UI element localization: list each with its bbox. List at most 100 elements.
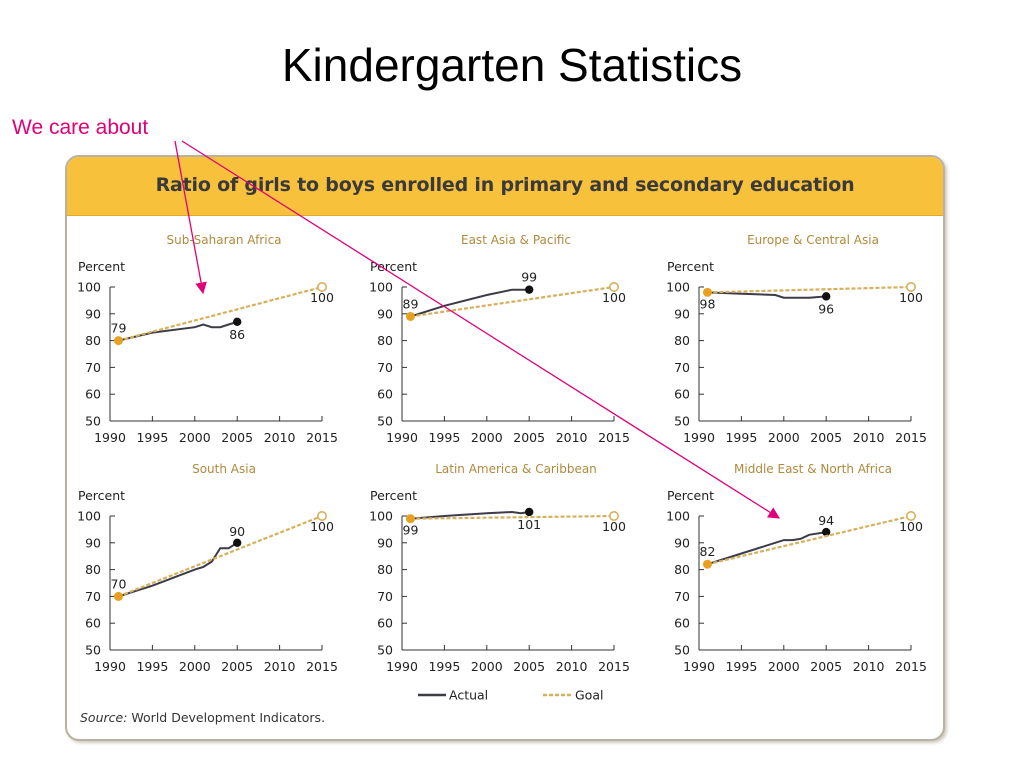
chart-4: South Asia Percent 50 60 70 80 90 100 1990 1995 20… <box>77 462 338 674</box>
chart-title: Sub-Saharan Africa <box>166 233 281 247</box>
panel-header: Ratio of girls to boys enrolled in prima… <box>67 157 943 216</box>
chart-2: East Asia & Pacific Percent 50 60 70 80 90 100 1… <box>369 233 630 445</box>
x-tick-label: 2015 <box>598 430 630 445</box>
y-tick-label: 90 <box>674 306 690 321</box>
legend-actual-label: Actual <box>449 688 488 703</box>
actual-end-marker <box>822 292 831 301</box>
x-tick-label: 1990 <box>386 430 418 445</box>
actual-line <box>118 541 238 598</box>
data-label: 100 <box>899 290 923 305</box>
y-axis-label: Percent <box>78 488 125 503</box>
x-tick-label: 2000 <box>179 430 211 445</box>
x-tick-label: 1995 <box>136 659 168 674</box>
x-tick-label: 1995 <box>725 659 757 674</box>
panel-title: Ratio of girls to boys enrolled in prima… <box>155 174 855 196</box>
y-tick-label: 100 <box>369 509 393 524</box>
slide-title: Kindergarten Statistics <box>281 39 743 91</box>
x-tick-label: 1990 <box>683 659 715 674</box>
x-tick-label: 2005 <box>221 430 253 445</box>
y-tick-label: 90 <box>85 535 101 550</box>
goal-line <box>118 514 323 598</box>
y-tick-label: 70 <box>674 589 690 604</box>
x-tick-label: 2000 <box>471 430 503 445</box>
y-tick-label: 70 <box>674 360 690 375</box>
x-tick-label: 2015 <box>306 430 338 445</box>
data-label: 89 <box>403 296 419 311</box>
y-axis-label: Percent <box>667 259 714 274</box>
x-tick-label: 1990 <box>683 430 715 445</box>
y-tick-label: 70 <box>85 360 101 375</box>
y-tick-label: 50 <box>674 414 690 429</box>
x-tick-label: 1995 <box>725 430 757 445</box>
goal-end-marker <box>905 510 916 521</box>
y-tick-label: 70 <box>85 589 101 604</box>
y-tick-label: 70 <box>377 589 393 604</box>
legend-goal-label: Goal <box>575 688 603 703</box>
source-text: World Development Indicators. <box>131 710 326 725</box>
source-note: Source: World Development Indicators. <box>80 710 325 725</box>
x-tick-label: 1990 <box>386 659 418 674</box>
start-marker <box>702 287 712 297</box>
y-tick-label: 50 <box>674 643 690 658</box>
actual-line <box>410 288 530 318</box>
start-marker <box>702 559 712 569</box>
x-tick-label: 2010 <box>853 430 885 445</box>
y-tick-label: 90 <box>377 306 393 321</box>
chart-panel: Ratio of girls to boys enrolled in prima… <box>65 155 945 741</box>
y-tick-label: 60 <box>674 387 690 402</box>
chart-title: Latin America & Caribbean <box>435 462 597 476</box>
actual-end-marker <box>233 317 242 327</box>
y-tick-label: 50 <box>85 414 101 429</box>
start-marker <box>405 514 415 524</box>
actual-line <box>707 531 827 566</box>
y-axis-label: Percent <box>667 488 714 503</box>
data-label: 99 <box>403 523 419 538</box>
data-label: 90 <box>229 524 245 539</box>
x-tick-label: 1995 <box>428 430 460 445</box>
y-tick-label: 100 <box>369 280 393 295</box>
data-label: 100 <box>310 290 334 305</box>
x-tick-label: 2010 <box>264 659 296 674</box>
y-tick-label: 80 <box>674 333 690 348</box>
y-tick-label: 90 <box>85 306 101 321</box>
x-tick-label: 2010 <box>556 430 588 445</box>
data-label: 86 <box>229 327 245 342</box>
x-tick-label: 2015 <box>598 659 630 674</box>
goal-end-marker <box>608 281 619 292</box>
y-tick-label: 80 <box>377 562 393 577</box>
actual-end-marker <box>822 527 831 537</box>
goal-end-marker <box>905 281 916 292</box>
x-tick-label: 1995 <box>428 659 460 674</box>
data-label: 82 <box>700 544 716 559</box>
y-axis-label: Percent <box>370 488 417 503</box>
y-tick-label: 70 <box>377 360 393 375</box>
actual-end-marker <box>525 285 534 294</box>
x-tick-label: 2005 <box>810 430 842 445</box>
data-label: 100 <box>899 519 923 534</box>
annotation-arrow-mena <box>181 140 780 519</box>
start-marker <box>113 591 123 601</box>
start-marker <box>113 336 123 346</box>
x-tick-label: 2010 <box>556 659 588 674</box>
x-tick-label: 2000 <box>471 659 503 674</box>
y-tick-label: 60 <box>377 387 393 402</box>
goal-line <box>410 285 615 318</box>
data-label: 100 <box>602 290 626 305</box>
data-label: 101 <box>517 517 541 532</box>
y-tick-label: 50 <box>377 643 393 658</box>
x-tick-label: 2010 <box>853 659 885 674</box>
chart-title: Middle East & North Africa <box>734 462 892 476</box>
goal-end-marker <box>316 510 327 521</box>
data-label: 100 <box>602 519 626 534</box>
x-tick-label: 2000 <box>768 430 800 445</box>
actual-end-marker <box>525 507 534 517</box>
y-tick-label: 90 <box>674 535 690 550</box>
y-tick-label: 50 <box>85 643 101 658</box>
chart-1: Sub-Saharan Africa Percent 50 60 70 80 90 100 19… <box>77 233 338 445</box>
y-tick-label: 90 <box>377 535 393 550</box>
x-tick-label: 2015 <box>306 659 338 674</box>
chart-5: Latin America & Caribbean Percent 50 60 70 80… <box>369 462 630 674</box>
goal-end-marker <box>316 281 327 292</box>
x-tick-label: 2010 <box>264 430 296 445</box>
